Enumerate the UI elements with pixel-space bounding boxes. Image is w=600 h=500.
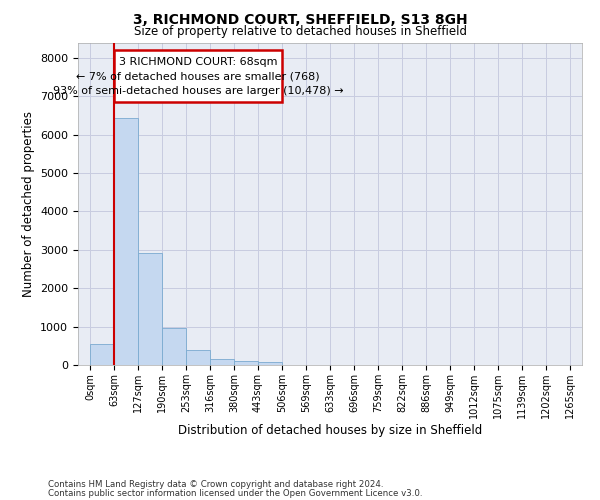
Bar [258, 362, 282, 365]
Bar [138, 253, 162, 365]
Y-axis label: Number of detached properties: Number of detached properties [22, 111, 35, 296]
X-axis label: Distribution of detached houses by size in Sheffield: Distribution of detached houses by size … [178, 424, 482, 436]
Bar [210, 359, 234, 365]
Bar [114, 118, 138, 365]
FancyBboxPatch shape [114, 50, 282, 102]
Text: Size of property relative to detached houses in Sheffield: Size of property relative to detached ho… [133, 25, 467, 38]
Text: ← 7% of detached houses are smaller (768): ← 7% of detached houses are smaller (768… [76, 71, 320, 81]
Bar [234, 361, 258, 365]
Bar [90, 344, 114, 365]
Text: Contains public sector information licensed under the Open Government Licence v3: Contains public sector information licen… [48, 488, 422, 498]
Text: 93% of semi-detached houses are larger (10,478) →: 93% of semi-detached houses are larger (… [53, 86, 343, 96]
Bar [186, 350, 210, 365]
Bar [162, 328, 186, 365]
Text: 3, RICHMOND COURT, SHEFFIELD, S13 8GH: 3, RICHMOND COURT, SHEFFIELD, S13 8GH [133, 12, 467, 26]
Text: 3 RICHMOND COURT: 68sqm: 3 RICHMOND COURT: 68sqm [119, 56, 277, 66]
Text: Contains HM Land Registry data © Crown copyright and database right 2024.: Contains HM Land Registry data © Crown c… [48, 480, 383, 489]
